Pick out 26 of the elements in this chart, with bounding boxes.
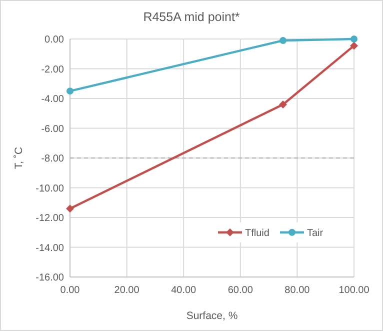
chart-title: R455A mid point* xyxy=(143,10,240,24)
legend-label: Tair xyxy=(307,228,324,239)
point xyxy=(350,36,358,42)
y-tick-label: 0.00 xyxy=(44,34,64,46)
y-tick-label: -10.00 xyxy=(36,183,64,194)
x-tick-label: 0.00 xyxy=(60,285,80,296)
point xyxy=(350,42,358,50)
y-tick-label: -12.00 xyxy=(36,213,64,224)
x-tick-label: 60.00 xyxy=(228,285,254,296)
x-tick-label: 40.00 xyxy=(171,285,197,296)
point xyxy=(280,36,286,44)
x-tick-label: 80.00 xyxy=(284,285,310,296)
y-tick-label: -6.00 xyxy=(41,124,64,135)
legend-label: Tfluid xyxy=(245,228,270,239)
point xyxy=(66,204,74,213)
y-axis-title: T, ˚C xyxy=(13,146,25,170)
y-tick-label: -2.00 xyxy=(41,64,64,76)
x-tick-label: 20.00 xyxy=(114,285,140,296)
x-axis-title: Surface, % xyxy=(186,310,238,322)
y-tick-label: -8.00 xyxy=(41,154,64,164)
y-tick-label: -16.00 xyxy=(36,272,64,284)
y-tick-label: -14.00 xyxy=(36,242,64,254)
y-tick-label: -4.00 xyxy=(41,94,64,105)
point xyxy=(279,100,287,108)
point xyxy=(66,88,74,95)
x-tick-label: 100.00 xyxy=(338,285,370,296)
